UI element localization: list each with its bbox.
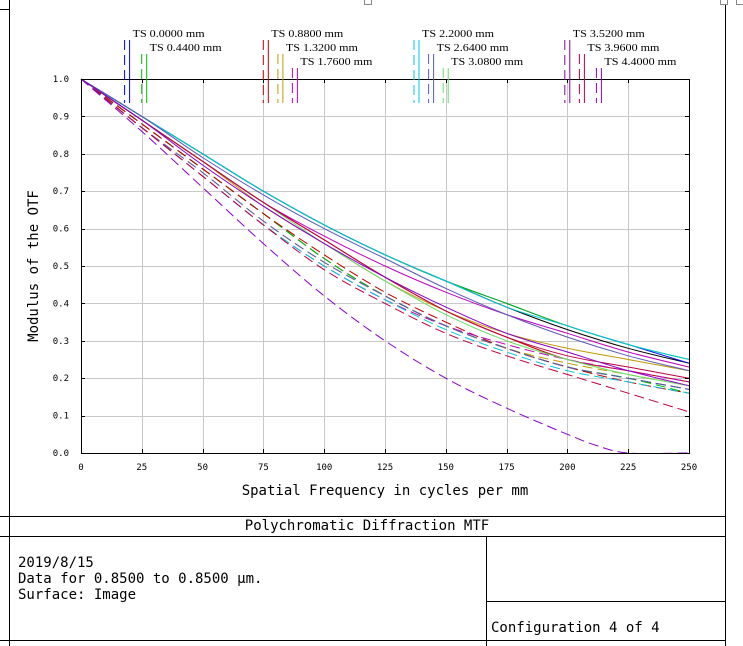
x-tick-label: 75 <box>258 463 269 473</box>
x-tick-label: 175 <box>498 463 514 473</box>
y-tick-label: 0.7 <box>53 187 69 197</box>
y-axis-label: Modulus of the OTF <box>26 190 42 342</box>
surface-label: Surface: Image <box>18 587 137 603</box>
x-tick-label: 250 <box>681 463 697 473</box>
legend-label: TS 0.0000 mm <box>133 29 205 40</box>
y-tick-label: 0.2 <box>53 374 69 384</box>
y-tick-label: 0.9 <box>53 112 69 122</box>
configuration-label: Configuration 4 of 4 <box>491 620 660 636</box>
legend-label: TS 2.2000 mm <box>422 29 494 40</box>
resize-handle-top-right[interactable] <box>720 0 728 5</box>
series-line-tangential <box>80 78 690 360</box>
legend-label: TS 3.0800 mm <box>451 57 523 68</box>
y-tick-label: 0.6 <box>53 225 69 235</box>
x-tick-label: 0 <box>78 463 83 473</box>
x-axis-label: Spatial Frequency in cycles per mm <box>242 483 529 499</box>
series-line-tangential <box>80 78 690 372</box>
report-frame <box>0 0 726 646</box>
y-tick-label: 0.5 <box>53 262 69 272</box>
x-tick-label: 150 <box>438 463 454 473</box>
series-line-sagittal <box>80 78 690 413</box>
x-tick-label: 200 <box>559 463 575 473</box>
y-tick-label: 0.1 <box>53 412 69 422</box>
legend-label: TS 4.4000 mm <box>604 57 676 68</box>
legend-label: TS 1.3200 mm <box>286 43 358 54</box>
wavelength-data: Data for 0.8500 to 0.8500 µm. <box>18 571 263 587</box>
x-tick-label: 100 <box>316 463 332 473</box>
y-tick-label: 0.4 <box>53 299 69 309</box>
legend-label: TS 1.7600 mm <box>300 57 372 68</box>
resize-handle-right[interactable] <box>736 0 743 5</box>
chart-title: Polychromatic Diffraction MTF <box>244 518 490 534</box>
y-tick-label: 0.0 <box>53 449 69 459</box>
series-line-sagittal <box>80 78 690 455</box>
x-tick-label: 25 <box>136 463 147 473</box>
x-tick-label: 50 <box>197 463 208 473</box>
legend-label: TS 0.8800 mm <box>271 29 343 40</box>
x-tick-label: 125 <box>377 463 393 473</box>
info-block: 2019/8/15 Data for 0.8500 to 0.8500 µm. … <box>18 555 262 603</box>
x-tick-label: 225 <box>620 463 636 473</box>
legend-label: TS 3.9600 mm <box>587 43 659 54</box>
legend-label: TS 0.4400 mm <box>150 43 222 54</box>
legend-label: TS 3.5200 mm <box>573 29 645 40</box>
series-line-sagittal <box>80 78 690 390</box>
plot-area: 0 25 50 75 100 125 150 175 200 225 250 0.0 0.1 0.2 0.3… <box>26 29 697 499</box>
y-tick-label: 0.3 <box>53 337 69 347</box>
report-date: 2019/8/15 <box>18 555 94 571</box>
series-line-tangential <box>80 78 690 387</box>
y-tick-label: 0.8 <box>53 150 69 160</box>
y-tick-label: 1.0 <box>53 75 69 85</box>
resize-handle-top[interactable] <box>364 0 372 5</box>
legend-label: TS 2.6400 mm <box>437 43 509 54</box>
